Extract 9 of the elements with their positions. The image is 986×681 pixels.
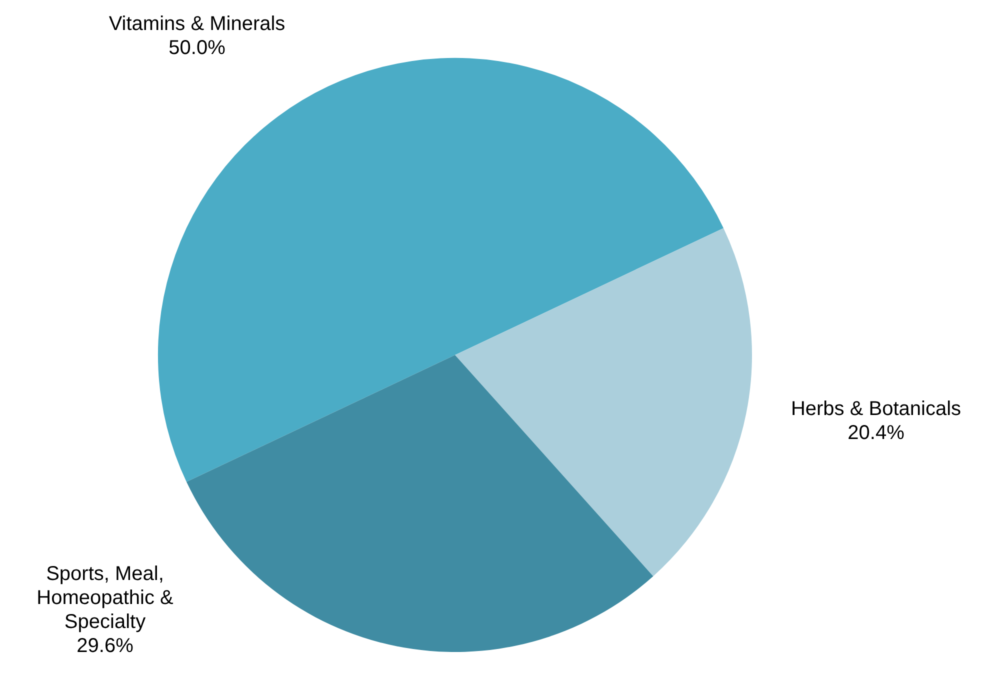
slice-label: Sports, Meal, Homeopathic & Specialty [36,563,174,633]
data-label: 29.6% [76,635,134,657]
slice-label: Vitamins & Minerals [108,13,286,35]
pie-slice [158,58,724,482]
pie-slice [186,355,654,652]
pie-slice [455,228,752,576]
data-label: 50.0% [168,37,226,59]
data-label: 20.4% [848,422,905,444]
slice-label: Herbs & Botanicals [790,398,962,420]
